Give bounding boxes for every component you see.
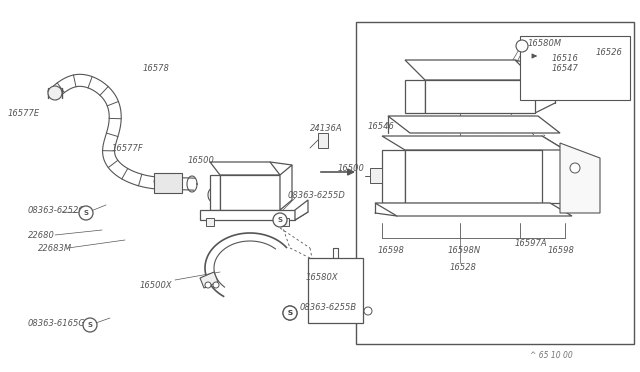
Text: 22680: 22680 [28, 231, 55, 240]
Polygon shape [405, 150, 542, 203]
Text: S: S [83, 210, 88, 216]
Polygon shape [560, 143, 600, 213]
Text: 08363-6165G: 08363-6165G [28, 318, 86, 327]
Polygon shape [280, 165, 292, 210]
Polygon shape [210, 162, 280, 175]
Text: 08363-6255B: 08363-6255B [300, 304, 357, 312]
Polygon shape [370, 168, 382, 183]
Text: S: S [287, 310, 292, 316]
Circle shape [48, 86, 62, 100]
Polygon shape [405, 80, 425, 113]
Text: 16516: 16516 [552, 54, 579, 62]
Polygon shape [382, 136, 565, 150]
Text: 16598: 16598 [548, 246, 575, 254]
Polygon shape [295, 200, 308, 220]
Polygon shape [281, 218, 289, 226]
Circle shape [516, 40, 528, 52]
Polygon shape [210, 175, 220, 210]
Text: 22683M: 22683M [38, 244, 72, 253]
Text: 16578: 16578 [143, 64, 170, 73]
Text: 16547: 16547 [552, 64, 579, 73]
Circle shape [273, 213, 287, 227]
Text: 16597A: 16597A [515, 238, 548, 247]
Text: 08363-6255D: 08363-6255D [288, 190, 346, 199]
Text: 16580X: 16580X [306, 273, 339, 282]
Circle shape [213, 282, 219, 288]
Polygon shape [375, 203, 572, 216]
Polygon shape [154, 173, 182, 193]
Polygon shape [318, 133, 328, 148]
Polygon shape [382, 150, 405, 203]
Text: 16580M: 16580M [528, 38, 562, 48]
Text: 24136A: 24136A [310, 124, 342, 132]
Text: 16500: 16500 [188, 155, 215, 164]
Circle shape [283, 306, 297, 320]
Circle shape [205, 282, 211, 288]
Text: 16598: 16598 [378, 246, 405, 254]
Polygon shape [200, 210, 295, 220]
Text: ^ 65 10 00: ^ 65 10 00 [530, 350, 573, 359]
Text: 16577F: 16577F [112, 144, 144, 153]
Polygon shape [220, 175, 280, 210]
Circle shape [364, 307, 372, 315]
Circle shape [83, 318, 97, 332]
Polygon shape [308, 258, 363, 323]
Text: S: S [278, 217, 282, 223]
Text: 08363-6252G: 08363-6252G [28, 205, 86, 215]
Text: 16500X: 16500X [140, 280, 173, 289]
Polygon shape [565, 168, 578, 183]
Circle shape [79, 206, 93, 220]
Circle shape [283, 306, 297, 320]
Polygon shape [388, 116, 560, 133]
Polygon shape [206, 218, 214, 226]
Polygon shape [405, 60, 535, 80]
Text: 16577E: 16577E [8, 109, 40, 118]
Circle shape [570, 163, 580, 173]
Text: 16546: 16546 [368, 122, 395, 131]
Polygon shape [425, 80, 535, 113]
Text: 16598N: 16598N [448, 246, 481, 254]
Text: S: S [88, 322, 93, 328]
Text: 16528: 16528 [450, 263, 477, 273]
Bar [356, 22, 634, 344]
Polygon shape [520, 36, 630, 100]
Text: 16526: 16526 [596, 48, 623, 57]
Polygon shape [200, 272, 218, 288]
Text: 16500: 16500 [338, 164, 365, 173]
Text: S: S [287, 310, 292, 316]
